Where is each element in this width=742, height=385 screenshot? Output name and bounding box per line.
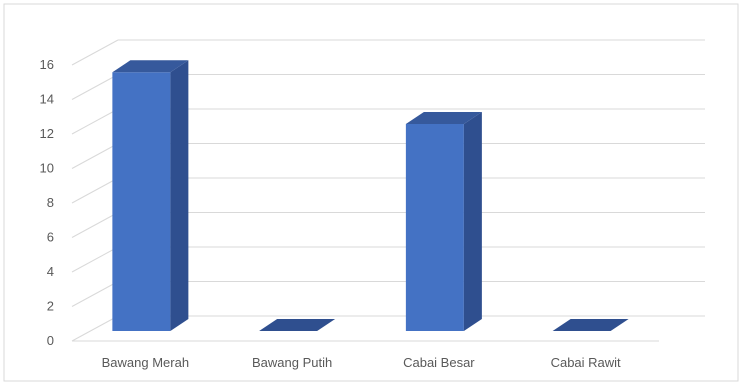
x-tick-label: Cabai Besar xyxy=(403,355,475,370)
y-tick-label: 12 xyxy=(40,126,54,141)
gridline-diagonal xyxy=(71,281,119,307)
bar-side xyxy=(463,112,482,331)
gridline-diagonal xyxy=(71,246,119,273)
gridline-diagonal xyxy=(71,74,119,100)
bars xyxy=(112,60,629,331)
y-tick-label: 10 xyxy=(40,161,54,176)
x-tick-label: Bawang Merah xyxy=(102,355,189,370)
bar-top xyxy=(259,319,336,331)
bar-top xyxy=(112,60,189,73)
gridline-diagonal xyxy=(71,315,119,342)
gridline-diagonal xyxy=(71,39,119,66)
bar xyxy=(112,60,189,331)
bar-top xyxy=(552,319,629,331)
y-axis-tick-labels: 0 2 4 6 8 10 12 14 16 xyxy=(40,57,54,348)
x-axis-tick-labels: Bawang Merah Bawang Putih Cabai Besar Cabai… xyxy=(102,355,621,370)
y-tick-label: 2 xyxy=(47,299,54,314)
gridline-diagonal xyxy=(71,177,119,204)
bar xyxy=(405,112,482,331)
y-tick-label: 0 xyxy=(47,333,54,348)
y-tick-label: 14 xyxy=(40,92,54,107)
gridline-diagonal xyxy=(71,143,119,169)
gridline-diagonal xyxy=(71,108,119,135)
y-tick-label: 16 xyxy=(40,57,54,72)
y-tick-label: 6 xyxy=(47,230,54,245)
x-tick-label: Bawang Putih xyxy=(252,355,332,370)
x-tick-label: Cabai Rawit xyxy=(551,355,621,370)
bar-front xyxy=(112,72,171,331)
y-tick-label: 4 xyxy=(47,264,54,279)
bar xyxy=(259,319,336,331)
bar xyxy=(552,319,629,331)
bar-front xyxy=(405,124,464,331)
y-tick-label: 8 xyxy=(47,195,54,210)
bar-top xyxy=(405,112,482,124)
bar-side xyxy=(170,60,189,331)
gridline-diagonal xyxy=(71,212,119,238)
